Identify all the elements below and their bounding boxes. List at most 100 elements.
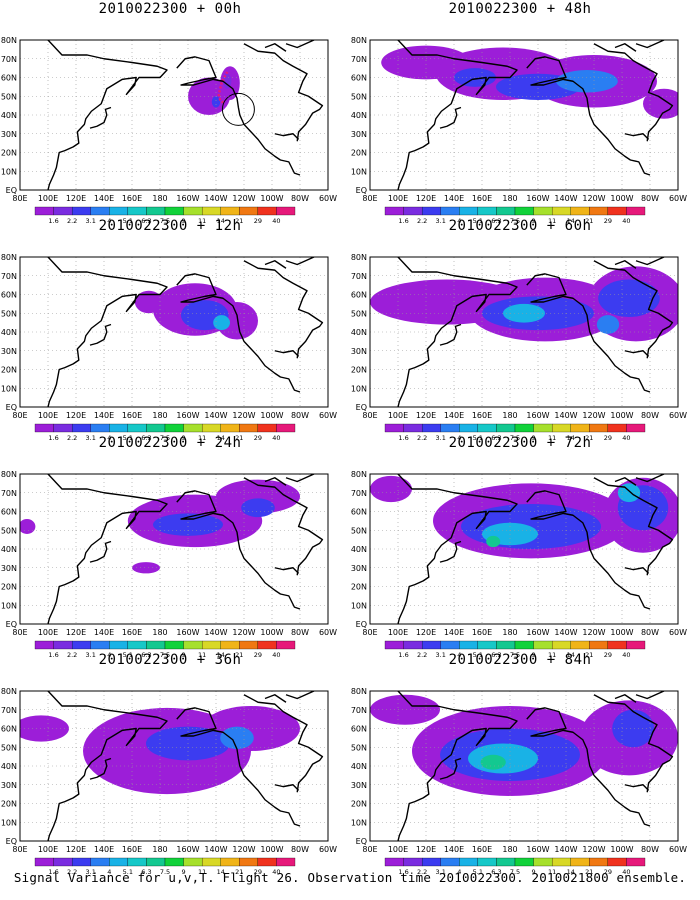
colorbar-swatch — [570, 640, 590, 650]
colorbar-label: 7.5 — [160, 868, 170, 876]
coastline — [614, 43, 637, 52]
coastline — [526, 56, 651, 176]
map-layer — [20, 691, 328, 841]
y-tick-label: 50N — [1, 743, 17, 752]
y-tick-label: 20N — [1, 149, 17, 158]
colorbar-label: 3.1 — [86, 434, 96, 442]
colorbar-label: 2.2 — [417, 868, 427, 876]
variance-region — [216, 479, 300, 514]
y-tick-label: 60N — [351, 725, 367, 734]
x-tick-label: 140W — [554, 411, 577, 420]
colorbar-swatch — [514, 640, 534, 650]
colorbar-swatch — [34, 206, 54, 216]
y-tick-label: 50N — [351, 92, 367, 101]
colorbar-label: 3.1 — [436, 434, 446, 442]
colorbar-label: 40 — [272, 217, 280, 225]
map-frame — [369, 690, 679, 842]
x-tick-label: 120E — [66, 845, 86, 854]
colorbar-label: 11 — [198, 651, 206, 659]
x-tick-label: 80E — [12, 194, 27, 203]
colorbar-label: 5.1 — [473, 217, 483, 225]
colorbar-swatch — [109, 423, 129, 433]
y-tick-label: 70N — [1, 706, 17, 715]
x-tick-label: 80E — [362, 845, 377, 854]
colorbar-swatch — [496, 857, 516, 867]
colorbar-swatch — [533, 640, 553, 650]
y-tick-label: EQ — [356, 620, 367, 629]
colorbar-label: 1.6 — [48, 651, 58, 659]
y-tick-label: 10N — [1, 384, 17, 393]
coastline — [89, 106, 112, 129]
target-circle — [221, 92, 255, 126]
colorbar-swatch — [276, 857, 296, 867]
variance-map: EQ 10N 20N 30N 40N 50N 60N 70N 80N 80E 100E 120E 140… — [1, 687, 337, 876]
colorbar-swatch — [127, 857, 147, 867]
colorbar-swatch — [146, 640, 166, 650]
map-layer — [370, 691, 678, 841]
colorbar-swatch — [421, 206, 441, 216]
coastline — [593, 694, 674, 793]
colorbar-label: 4 — [107, 651, 111, 659]
colorbar-label: 4 — [457, 651, 461, 659]
colorbar-label: 2.2 — [417, 217, 427, 225]
colorbar-swatch — [146, 857, 166, 867]
x-tick-label: 80W — [641, 411, 659, 420]
colorbar-swatch — [403, 423, 423, 433]
x-tick-label: 120W — [582, 628, 605, 637]
x-tick-label: 160W — [176, 194, 199, 203]
map-layer — [370, 257, 678, 407]
coastline — [47, 474, 168, 624]
colorbar-label: 4 — [457, 434, 461, 442]
variance-region — [370, 475, 412, 503]
coastline — [274, 567, 300, 574]
colorbar-label: 21 — [585, 434, 593, 442]
colorbar-swatch — [440, 423, 460, 433]
x-tick-label: 80W — [641, 194, 659, 203]
colorbar-swatch — [239, 423, 259, 433]
colorbar-swatch — [220, 206, 240, 216]
colorbar-swatch — [403, 206, 423, 216]
y-tick-label: 50N — [351, 309, 367, 318]
colorbar-swatch — [239, 640, 259, 650]
colorbar-label: 29 — [604, 217, 612, 225]
colorbar-swatch — [109, 206, 129, 216]
variance-region — [598, 279, 660, 317]
colorbar-label: 3.1 — [86, 868, 96, 876]
variance-region — [643, 88, 678, 119]
colorbar-label: 2.2 — [67, 868, 77, 876]
panel-84h: 2010022300 + 84h EQ 10N 20N 30N 40N 50N 60N 70N 8… — [350, 651, 690, 876]
x-tick-label: 100E — [38, 194, 58, 203]
x-tick-label: 160W — [526, 845, 549, 854]
colorbar-swatch — [257, 857, 277, 867]
y-tick-label: 30N — [1, 564, 17, 573]
coastline — [624, 567, 650, 574]
y-tick-label: 70N — [1, 55, 17, 64]
y-tick-label: 20N — [351, 583, 367, 592]
x-tick-label: 80W — [641, 628, 659, 637]
colorbar-swatch — [384, 640, 404, 650]
panel-title: 2010022300 + 84h — [448, 652, 592, 668]
colorbar-swatch — [477, 423, 497, 433]
panel-24h: 2010022300 + 24h EQ 10N 20N 30N 40N 50N 60N 70N 8… — [0, 434, 340, 659]
y-tick-label: 10N — [351, 384, 367, 393]
x-tick-label: 80E — [362, 628, 377, 637]
colorbar-label: 3.1 — [436, 651, 446, 659]
colorbar-label: 6.3 — [141, 434, 151, 442]
coastline — [274, 133, 300, 140]
x-tick-label: 160W — [176, 845, 199, 854]
x-tick-label: 100E — [388, 194, 408, 203]
x-tick-label: 60W — [669, 845, 687, 854]
colorbar-label: 1.6 — [398, 868, 408, 876]
x-tick-label: 80E — [362, 411, 377, 420]
variance-map: EQ 10N 20N 30N 40N 50N 60N 70N 80N 80E 100E 120E 140… — [351, 687, 687, 876]
map-frame — [19, 256, 329, 408]
colorbar-label: 1.6 — [48, 868, 58, 876]
colorbar-label: 21 — [585, 868, 593, 876]
colorbar-swatch — [570, 206, 590, 216]
coastline — [526, 707, 651, 827]
coastline — [176, 707, 301, 827]
colorbar-swatch — [90, 640, 110, 650]
y-tick-label: 10N — [351, 818, 367, 827]
colorbar-label: 1.6 — [398, 217, 408, 225]
variance-region — [211, 96, 221, 108]
